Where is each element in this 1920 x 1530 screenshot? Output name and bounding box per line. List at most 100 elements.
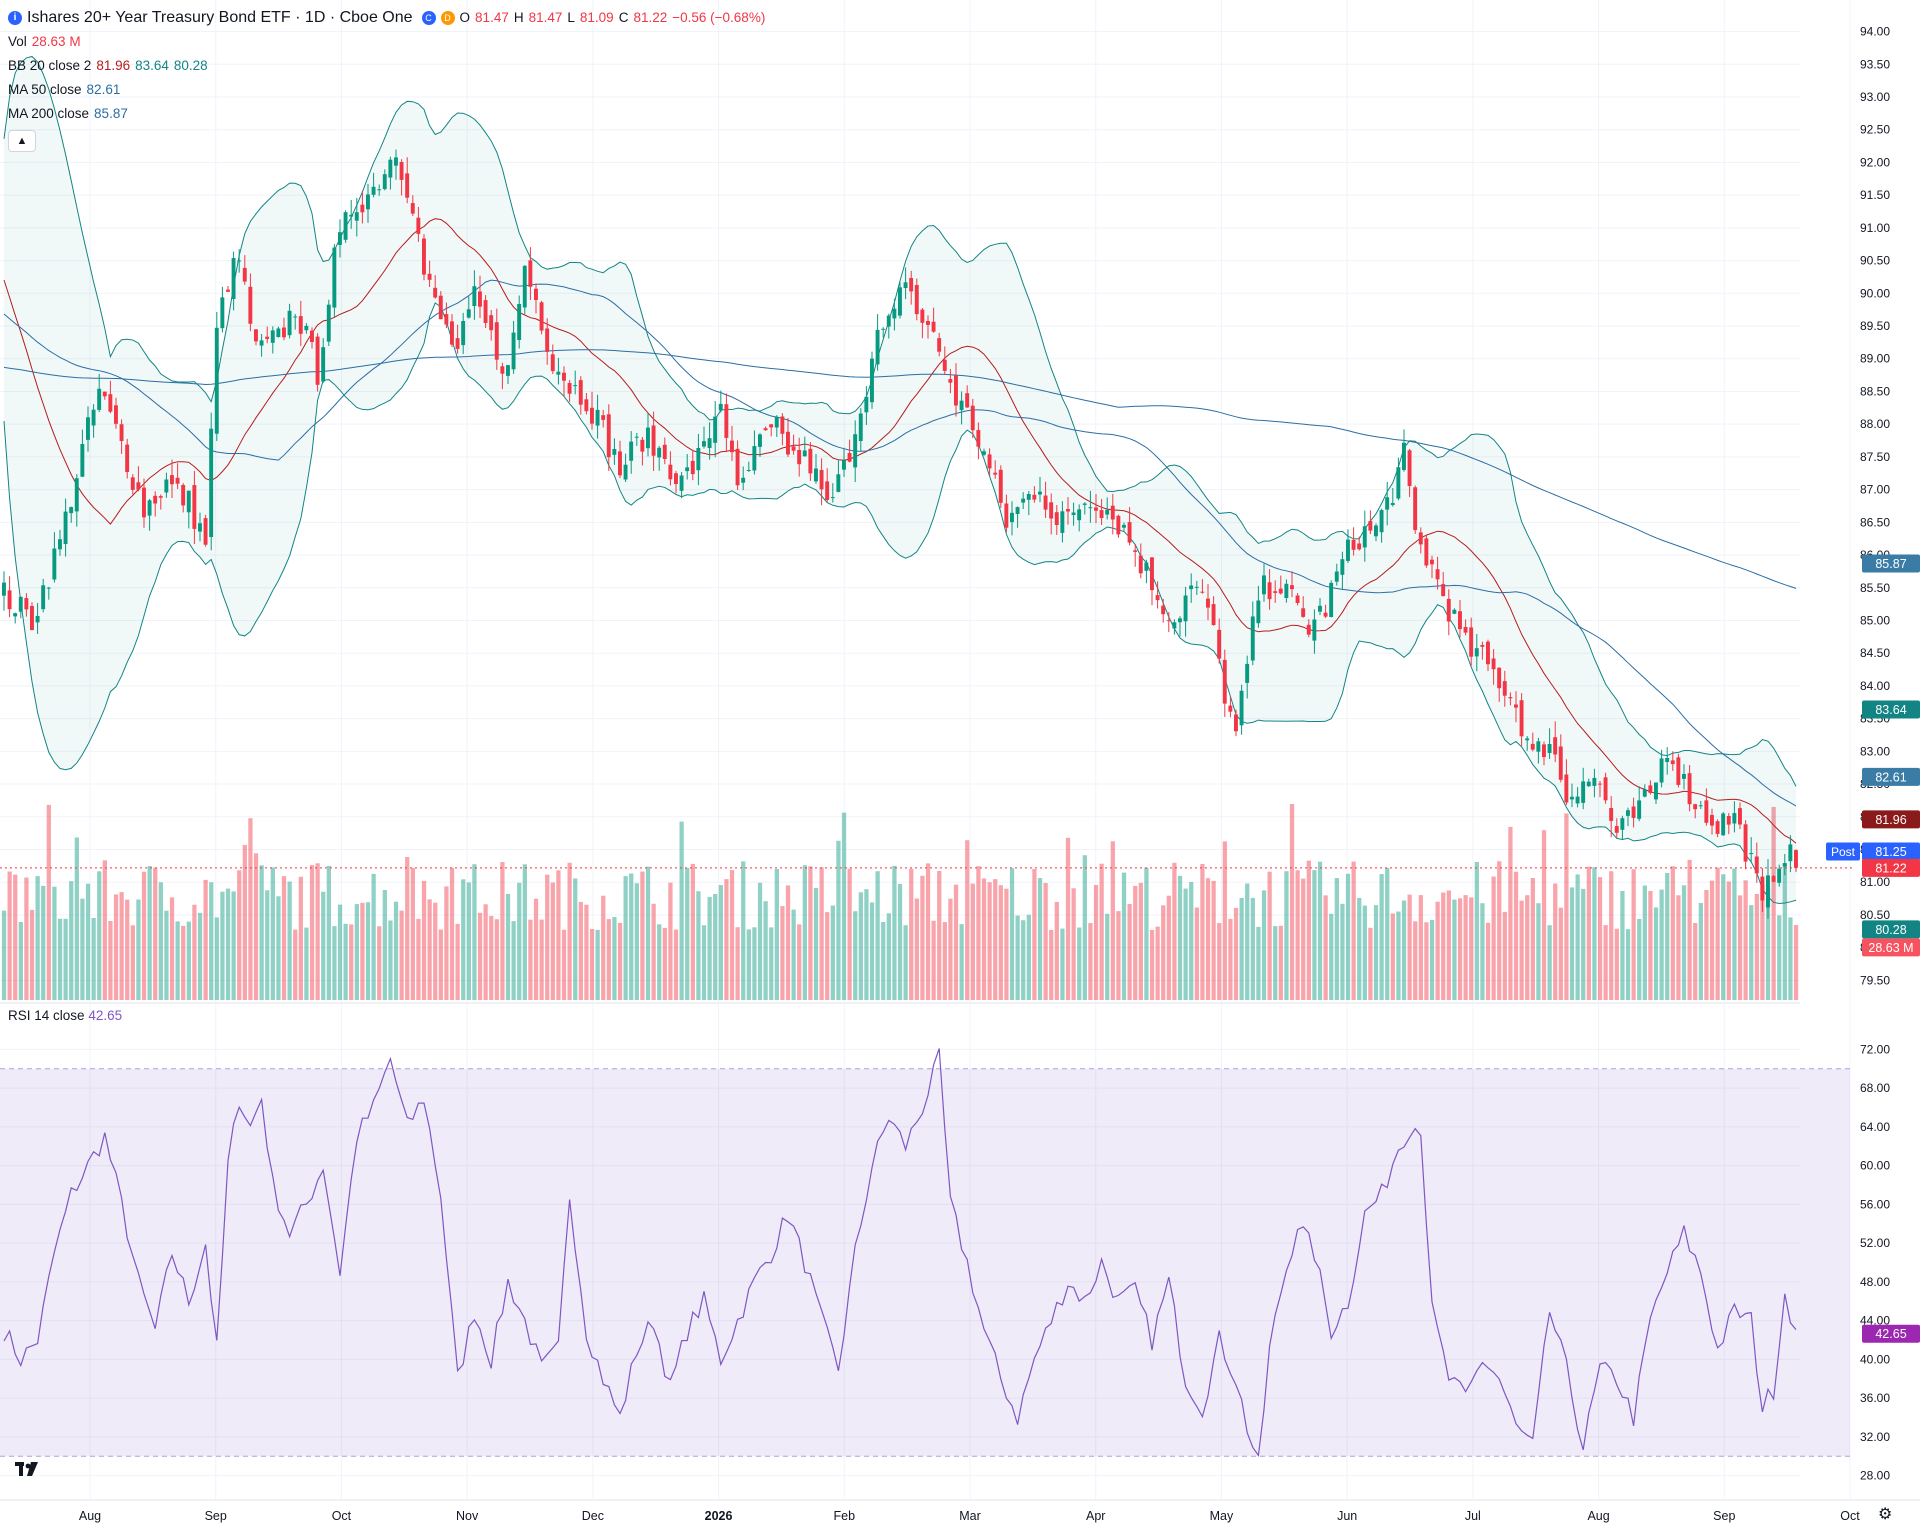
moving-averages [3,279,1797,807]
candle-body [1110,505,1115,520]
volume-bar [326,865,331,1000]
rsi-line [3,1048,1797,1458]
volume-bar [1603,925,1608,1000]
volume-bar [1390,913,1395,1000]
volume-bar [1329,913,1334,1000]
volume-bar [1575,874,1580,1000]
ma200-line [3,349,1797,589]
volume-bar [1497,861,1502,1000]
symbol-row[interactable]: i Ishares 20+ Year Treasury Bond ETF · 1… [8,6,765,30]
candle-body [982,451,986,455]
candle-body [679,475,684,491]
post-price-tag-bg [1862,842,1920,861]
volume-bar [63,918,68,1000]
candle-body [1525,738,1530,741]
volume-bar [948,898,953,1000]
volume-bar [293,929,298,1000]
rsi-last-tag: 42.65 [1875,1327,1906,1341]
volume-bar [713,894,718,1000]
badge-c[interactable]: C [421,11,436,25]
vol-row[interactable]: Vol 28.63 M [8,30,765,54]
volume-bar [1441,892,1446,1000]
candle-body [1514,704,1518,708]
rsi-pane [0,1048,1850,1458]
volume-bar [808,866,813,1000]
volume-bar [1418,895,1423,1000]
volume-bar [724,879,729,1000]
time-axis[interactable]: Aug Sep Oct Nov Dec 2026 Feb Mar Apr May Jun Jul Aug… [79,1509,1860,1523]
candle-body [1452,609,1457,614]
volume-bar [1793,925,1799,1000]
volume-bar [920,875,925,1000]
candle-body [1351,539,1356,550]
volume-bar [1368,927,1373,1000]
volume-bar [673,929,679,1000]
gear-icon[interactable]: ⚙ [1878,1506,1893,1523]
volume-bar [225,888,231,1000]
volume-bar [617,922,623,1000]
symbol-title[interactable]: Ishares 20+ Year Treasury Bond ETF · 1D … [27,9,413,26]
price-tick-label: 84.50 [1860,646,1890,660]
rsi-label: RSI 14 close [8,1008,85,1023]
ma50-row[interactable]: MA 50 close 82.61 [8,78,765,102]
candle-body [1687,773,1692,805]
volume-bar [1541,830,1547,1000]
volume-bar [657,924,662,1000]
price-tick-label: 85.50 [1860,581,1890,595]
candle-body [97,388,102,410]
bb-upper-value: 83.64 [135,58,169,73]
volume-bar [769,927,774,1000]
badge-d[interactable]: D [440,11,455,25]
candle-body [1385,497,1390,510]
volume-bar [970,883,975,1000]
candle-body [875,329,880,365]
volume-bar [567,862,572,1000]
candle-body [220,297,225,329]
volume-bar [472,864,477,1000]
price-tick-label: 84.00 [1860,679,1890,693]
volume-bar [169,897,175,1000]
volume-bar [892,865,897,1000]
candle-body [858,413,863,441]
volume-bar [1116,911,1121,1000]
price-tick-label: 91.50 [1860,188,1890,202]
rsi-legend[interactable]: RSI 14 close 42.65 [8,1008,122,1023]
volume-bar [405,857,410,1000]
ma200-row[interactable]: MA 200 close 85.87 [8,102,765,126]
rsi-tick-label: 52.00 [1860,1236,1890,1250]
volume-bar [1317,861,1323,1000]
candle-body [80,444,85,477]
bb-lower-tag-bg [1862,920,1920,939]
volume-bar [1121,872,1127,1000]
volume-bar [24,877,29,1000]
volume-bar [802,865,807,1000]
candle-body [170,475,174,485]
volume-bar [130,925,135,1000]
candle-body [993,472,998,475]
volume-bar [573,878,578,1000]
collapse-legend-button[interactable]: ▲ [8,130,36,152]
candle-body [584,399,589,412]
candle-body [500,366,505,374]
volume-bar [1138,882,1143,1000]
volume-bar [13,874,18,1000]
tradingview-logo-icon[interactable] [14,1458,44,1484]
volume-bar [1340,903,1345,1000]
bb-row[interactable]: BB 20 close 2 81.96 83.64 80.28 [8,54,765,78]
volume-bar [1334,878,1339,1000]
volume-bar [1788,917,1793,1000]
ma50-tag: 82.61 [1875,770,1906,784]
price-axis[interactable]: 94.00 93.50 93.00 92.50 92.00 91.50 91.00 90.50… [1860,25,1890,1483]
candle-body [259,340,264,346]
candle-body [175,477,180,484]
volume-bar [1452,899,1457,1000]
candle-body [1430,559,1434,565]
time-tick-label: Jun [1337,1509,1357,1523]
candle-body [1234,714,1238,732]
volume-bar [690,863,695,1000]
volume-bar [1525,895,1530,1000]
volume-bar [494,919,499,1000]
volume-bar [399,910,404,1000]
volume-bar [209,882,214,1000]
